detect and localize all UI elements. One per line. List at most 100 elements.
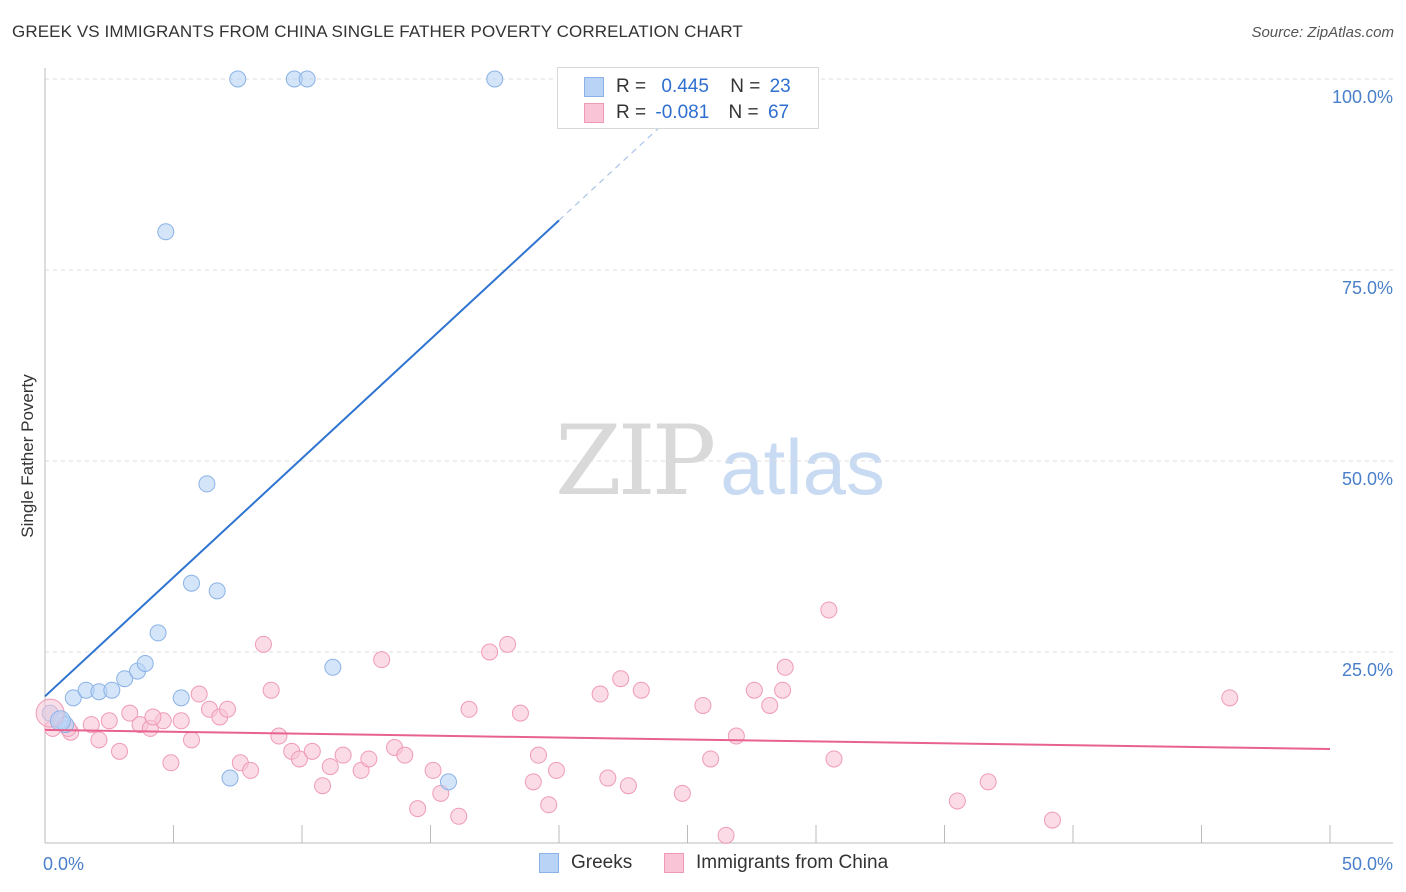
- point-china: [182, 731, 200, 749]
- point-greeks: [172, 689, 190, 707]
- point-china: [694, 696, 712, 714]
- chart-title: GREEK VS IMMIGRANTS FROM CHINA SINGLE FA…: [12, 22, 743, 41]
- legend-r-label-china: R =: [616, 102, 647, 123]
- trend-line-greeks: [44, 219, 560, 698]
- point-china: [162, 754, 180, 772]
- point-greeks: [64, 689, 82, 707]
- point-china: [591, 685, 609, 703]
- point-china: [396, 746, 414, 764]
- correlation-legend: R = 0.445 N = 23 R = -0.081 N = 67: [557, 67, 819, 129]
- point-china: [144, 708, 162, 726]
- point-china: [82, 716, 100, 734]
- y-tick-label: 75.0%: [1342, 278, 1393, 298]
- point-china: [599, 769, 617, 787]
- point-china: [948, 792, 966, 810]
- legend-swatch-china: [584, 103, 604, 123]
- point-china: [632, 681, 650, 699]
- point-china: [190, 685, 208, 703]
- point-greeks: [136, 654, 154, 672]
- point-china: [979, 773, 997, 791]
- legend-text-china: R = -0.081 N = 67: [616, 102, 789, 124]
- y-tick-label: 25.0%: [1342, 660, 1393, 680]
- point-china: [172, 712, 190, 730]
- point-china: [303, 742, 321, 760]
- point-china: [1043, 811, 1061, 829]
- point-china: [825, 750, 843, 768]
- point-china: [540, 796, 558, 814]
- point-china: [373, 651, 391, 669]
- bottom-legend-swatch-greeks: [539, 853, 559, 873]
- point-greeks: [208, 582, 226, 600]
- trend-line-china: [44, 728, 1331, 751]
- legend-n-value-greeks: 23: [769, 76, 791, 97]
- point-china: [774, 681, 792, 699]
- point-china: [727, 727, 745, 745]
- point-china: [254, 635, 272, 653]
- point-greeks: [221, 769, 239, 787]
- point-china: [314, 777, 332, 795]
- bottom-legend-label-china: Immigrants from China: [696, 852, 889, 873]
- point-china: [290, 750, 308, 768]
- legend-r-label-greeks: R =: [616, 76, 647, 97]
- point-china: [424, 761, 442, 779]
- legend-n-label-greeks: N =: [730, 76, 761, 97]
- point-china: [761, 696, 779, 714]
- point-china: [450, 807, 468, 825]
- point-china: [360, 750, 378, 768]
- point-china: [619, 777, 637, 795]
- point-china: [702, 750, 720, 768]
- point-greeks: [298, 70, 316, 88]
- point-greeks: [149, 624, 167, 642]
- point-greeks: [486, 70, 504, 88]
- y-tick-label: 50.0%: [1342, 469, 1393, 489]
- legend-swatch-greeks: [584, 77, 604, 97]
- point-china: [218, 700, 236, 718]
- point-china: [270, 727, 288, 745]
- point-china: [409, 800, 427, 818]
- point-china: [321, 758, 339, 776]
- point-china: [717, 826, 735, 844]
- y-tick-label: 100.0%: [1332, 87, 1393, 107]
- point-china: [100, 712, 118, 730]
- source-label: Source: ZipAtlas.com: [1251, 24, 1394, 41]
- point-china: [612, 670, 630, 688]
- point-greeks: [229, 70, 247, 88]
- point-greeks-cluster: [49, 710, 71, 732]
- point-china: [511, 704, 529, 722]
- point-china: [820, 601, 838, 619]
- point-greeks: [116, 670, 134, 688]
- bottom-legend-label-greeks: Greeks: [571, 852, 633, 873]
- point-greeks: [157, 223, 175, 241]
- point-china: [262, 681, 280, 699]
- point-china: [460, 700, 478, 718]
- point-china: [111, 742, 129, 760]
- point-china: [1221, 689, 1239, 707]
- bottom-legend-swatch-china: [664, 853, 684, 873]
- legend-n-value-china: 67: [767, 102, 790, 123]
- point-china: [745, 681, 763, 699]
- legend-r-value-china: -0.081: [655, 102, 710, 123]
- point-greeks: [198, 475, 216, 493]
- point-greeks: [439, 773, 457, 791]
- point-china: [481, 643, 499, 661]
- legend-n-label-china: N =: [728, 102, 759, 123]
- watermark-atlas: atlas: [720, 423, 885, 511]
- point-china: [776, 658, 794, 676]
- point-greeks: [103, 681, 121, 699]
- point-china: [524, 773, 542, 791]
- x-tick-label: 0.0%: [43, 854, 84, 874]
- point-china: [499, 635, 517, 653]
- point-china: [334, 746, 352, 764]
- x-tick-label: 50.0%: [1342, 854, 1393, 874]
- point-china: [90, 731, 108, 749]
- point-greeks: [324, 658, 342, 676]
- point-china: [547, 761, 565, 779]
- point-china: [242, 761, 260, 779]
- point-china: [673, 784, 691, 802]
- legend-text-greeks: R = 0.445 N = 23: [616, 76, 791, 98]
- legend-r-value-greeks: 0.445: [661, 76, 709, 97]
- point-china: [529, 746, 547, 764]
- point-china: [121, 704, 139, 722]
- point-greeks: [182, 574, 200, 592]
